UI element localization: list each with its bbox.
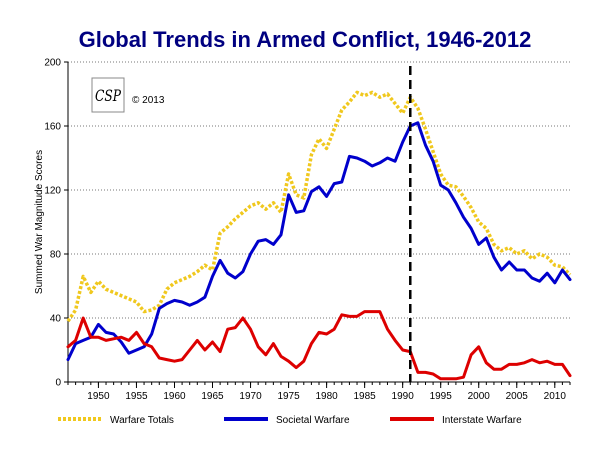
x-tick-label: 2000 <box>468 391 491 402</box>
series-line-interstate-warfare <box>66 310 572 381</box>
x-tick-labels: 1950 1955 1960 1965 1970 1975 1980 1985 1990 1995… <box>67 382 571 402</box>
legend-label-societal-warfare: Societal Warfare <box>276 415 350 426</box>
x-tick-label: 1950 <box>87 391 110 402</box>
x-tick-label: 2005 <box>506 391 529 402</box>
x-tick-label: 1995 <box>430 391 453 402</box>
x-tick-label: 1980 <box>315 391 338 402</box>
copyright-text: © 2013 <box>132 95 165 106</box>
x-tick-label: 1955 <box>125 391 148 402</box>
csp-logo-text: CSP <box>95 86 121 105</box>
legend-label-warfare-totals: Warfare Totals <box>110 415 174 426</box>
x-tick-label: 1985 <box>354 391 377 402</box>
chart-title: Global Trends in Armed Conflict, 1946-20… <box>79 27 532 52</box>
legend: Warfare Totals Societal Warfare Interstate… <box>58 415 522 426</box>
legend-label-interstate-warfare: Interstate Warfare <box>442 415 522 426</box>
y-tick-label: 160 <box>44 122 61 133</box>
x-tick-label: 2010 <box>544 391 567 402</box>
x-tick-label: 1990 <box>392 391 415 402</box>
y-tick-label: 200 <box>44 58 61 69</box>
series-layer <box>66 90 572 381</box>
series-line-societal-warfare <box>66 121 572 362</box>
y-axis-label: Summed War Magnitude Scores <box>34 150 45 294</box>
x-tick-label: 1970 <box>239 391 262 402</box>
y-tick-label: 0 <box>55 378 61 389</box>
csp-logo: CSP <box>91 77 125 113</box>
x-tick-label: 1965 <box>201 391 224 402</box>
y-tick-labels: 0 40 80 120 160 200 <box>44 58 68 389</box>
y-tick-label: 80 <box>50 250 62 261</box>
y-tick-label: 40 <box>50 314 62 325</box>
y-tick-label: 120 <box>44 186 61 197</box>
x-tick-label: 1975 <box>277 391 300 402</box>
series-line-warfare-totals <box>66 90 572 323</box>
x-tick-label: 1960 <box>163 391 186 402</box>
